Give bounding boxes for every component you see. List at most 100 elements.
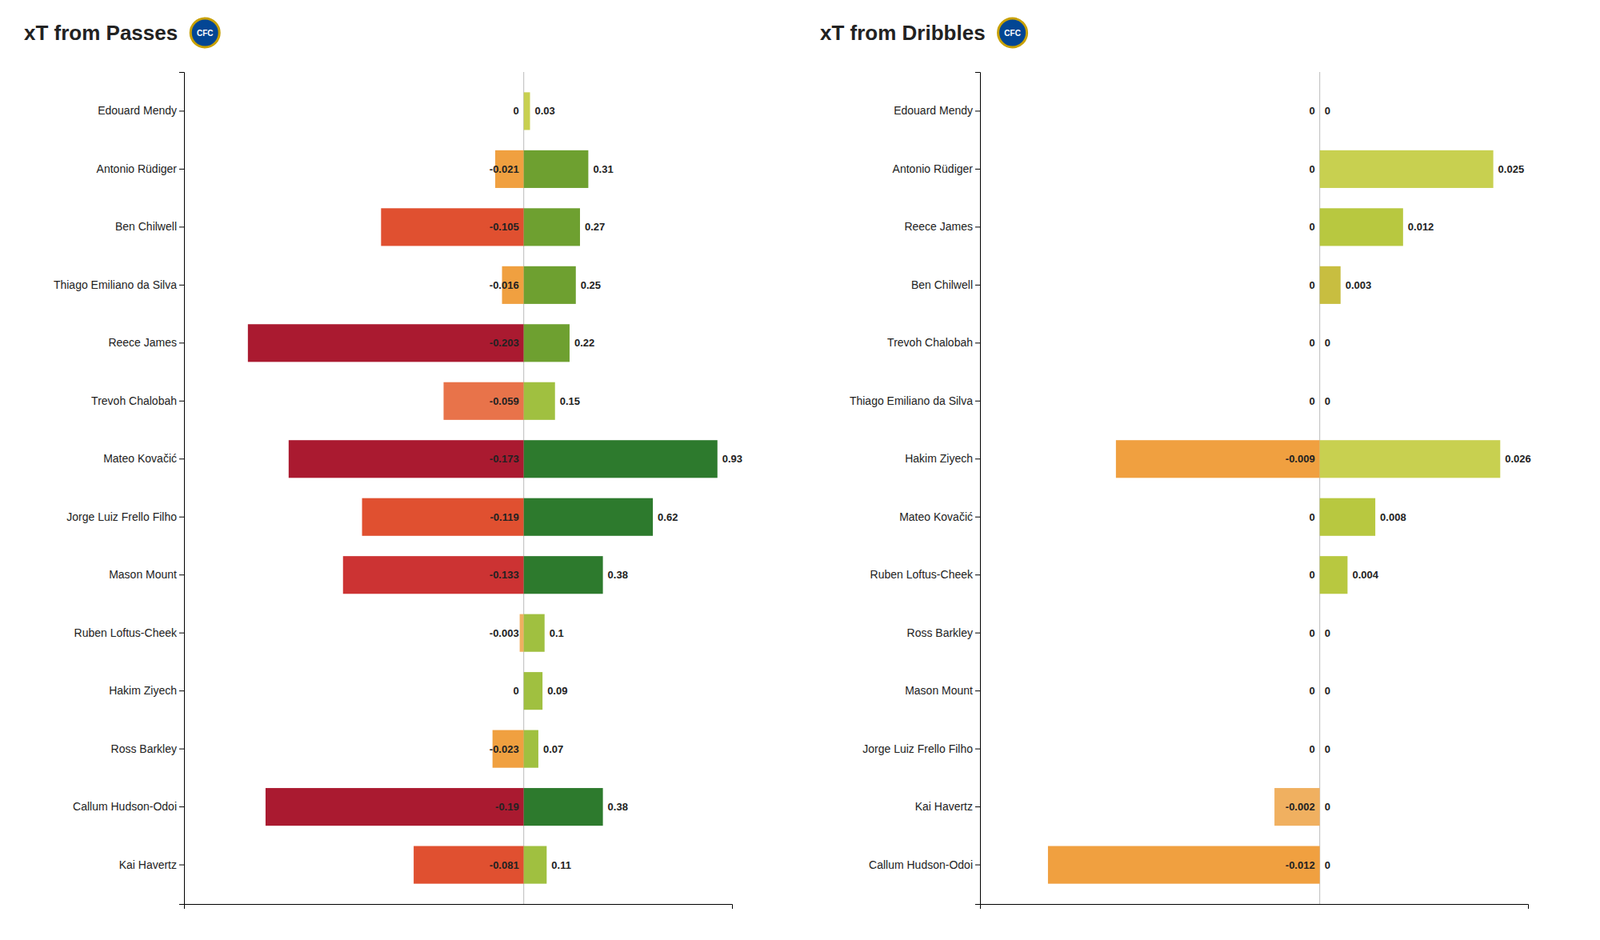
bar — [1319, 382, 1320, 420]
data-label: 0.27 — [584, 220, 605, 233]
tick-mark — [179, 748, 184, 750]
data-label: 0 — [512, 104, 519, 117]
data-label: -0.023 — [489, 743, 520, 756]
data-label: 0 — [1308, 104, 1315, 117]
bar — [1319, 614, 1320, 652]
data-label: -0.203 — [489, 336, 520, 349]
data-label: 0.15 — [560, 395, 580, 408]
data-label: 0 — [1308, 336, 1315, 349]
data-label: 0 — [1308, 743, 1315, 756]
x-axis — [184, 904, 733, 910]
data-label: -0.119 — [490, 511, 520, 524]
bar — [1320, 498, 1376, 536]
axis-line — [184, 904, 733, 910]
bar — [1319, 730, 1320, 768]
data-label: 0.11 — [551, 859, 572, 872]
data-label: 0 — [1308, 684, 1315, 697]
bar — [1319, 730, 1320, 768]
bar — [343, 556, 524, 594]
data-label: -0.059 — [489, 395, 520, 408]
data-label: -0.003 — [489, 627, 520, 640]
bars — [248, 92, 718, 884]
tick-label: Edouard Mendy — [97, 104, 177, 117]
tick: Mateo Kovačić — [899, 510, 980, 524]
tick: Edouard Mendy — [97, 104, 184, 117]
bar — [1319, 788, 1320, 826]
data-label: 0 — [1308, 163, 1315, 176]
bar — [524, 324, 570, 362]
bar — [1319, 324, 1320, 362]
bar — [1320, 266, 1341, 304]
tick-label: Mason Mount — [108, 568, 177, 581]
tick-label: Callum Hudson-Odoi — [868, 858, 973, 872]
tick-mark — [179, 168, 184, 170]
data-label: 0.38 — [608, 568, 628, 581]
bar — [524, 498, 653, 536]
zero-line — [1319, 72, 1320, 904]
data-label: -0.081 — [489, 859, 520, 872]
axis-line — [980, 904, 1529, 910]
tick-mark — [975, 168, 980, 170]
data-label: -0.021 — [489, 163, 520, 176]
data-label: -0.002 — [1285, 800, 1316, 813]
tick-label: Kai Havertz — [915, 800, 973, 813]
bar — [524, 266, 576, 304]
tick-label: Thiago Emiliano da Silva — [849, 394, 973, 408]
tick-mark — [975, 748, 980, 750]
bar — [524, 730, 539, 768]
bar — [524, 556, 604, 594]
data-label: -0.133 — [489, 568, 520, 581]
tick-mark — [975, 516, 980, 518]
tick-label: Callum Hudson-Odoi — [72, 800, 177, 813]
data-label: 0.004 — [1352, 568, 1379, 581]
tick-mark — [179, 864, 184, 866]
data-label: -0.105 — [489, 220, 520, 233]
bar — [524, 92, 531, 130]
bar — [248, 324, 524, 362]
tick-label: Ben Chilwell — [115, 220, 177, 233]
chart-canvas: xT from PassesCFC0-0.021-0.105-0.016-0.2… — [0, 0, 1600, 940]
tick-label: Trevoh Chalobah — [887, 336, 973, 349]
bar — [524, 150, 589, 188]
panel: xT from DribblesCFC000000-0.00900000-0.0… — [820, 18, 1532, 909]
data-label: 0 — [1308, 511, 1315, 524]
tick-label: Reece James — [108, 336, 177, 349]
data-label: 0.09 — [547, 684, 568, 697]
bar — [362, 498, 524, 536]
tick-label: Ruben Loftus-Cheek — [74, 626, 178, 640]
tick-label: Jorge Luiz Frello Filho — [66, 510, 177, 524]
bar — [1319, 92, 1320, 130]
tick: Reece James — [904, 220, 980, 233]
tick-label: Ben Chilwell — [911, 278, 973, 292]
tick: Thiago Emiliano da Silva — [849, 394, 980, 408]
tick-label: Ruben Loftus-Cheek — [870, 568, 974, 581]
data-label: 0.008 — [1380, 511, 1407, 524]
tick: Ruben Loftus-Cheek — [870, 568, 980, 581]
chart-title: xT from Dribbles — [820, 20, 986, 45]
tick-mark — [975, 400, 980, 402]
bar — [1319, 672, 1320, 710]
bar — [413, 846, 524, 884]
tick-mark — [179, 690, 184, 692]
data-label: -0.19 — [495, 800, 520, 813]
data-label: 0 — [1324, 395, 1331, 408]
bar — [1319, 92, 1320, 130]
y-axis: Edouard MendyAntonio RüdigerReece JamesB… — [849, 72, 981, 905]
tick-mark — [179, 400, 184, 402]
tick-mark — [179, 284, 184, 286]
data-label: 0.31 — [592, 163, 613, 176]
tick: Ross Barkley — [111, 742, 184, 756]
tick-mark — [179, 110, 184, 112]
tick: Ben Chilwell — [911, 278, 980, 292]
tick: Trevoh Chalobah — [887, 336, 980, 349]
data-label: 0.25 — [580, 279, 601, 292]
tick-label: Hakim Ziyech — [108, 684, 177, 697]
tick-mark — [975, 574, 980, 576]
data-label: 0.62 — [657, 511, 678, 524]
data-label: 0 — [512, 684, 519, 697]
panel: xT from PassesCFC0-0.021-0.105-0.016-0.2… — [24, 18, 743, 909]
bar — [1320, 150, 1494, 188]
data-label: 0.026 — [1504, 452, 1532, 465]
data-label: -0.016 — [489, 279, 520, 292]
data-label: 0 — [1324, 627, 1331, 640]
